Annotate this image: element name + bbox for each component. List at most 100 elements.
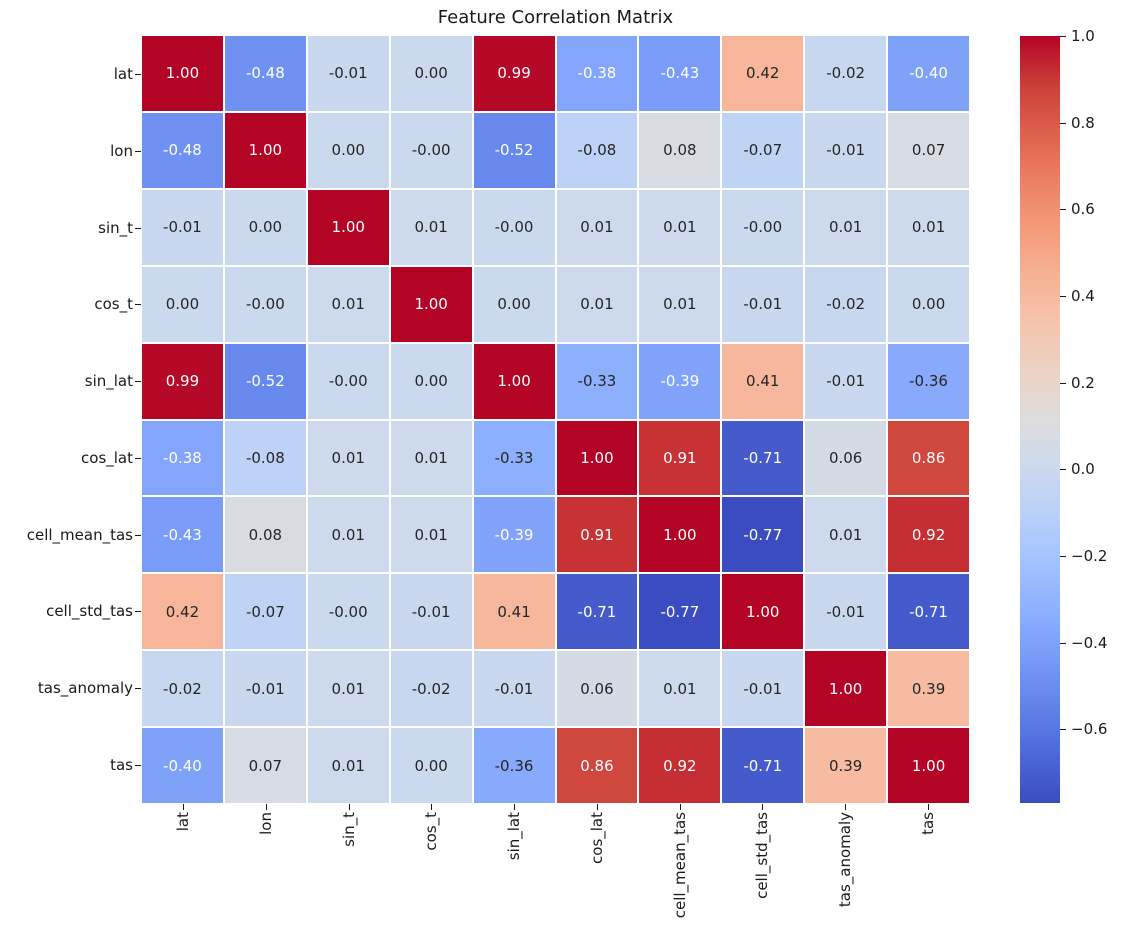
heatmap-cell: 0.91 bbox=[556, 497, 638, 573]
heatmap-cell: -0.36 bbox=[888, 343, 969, 419]
heatmap-cell: 1.00 bbox=[639, 497, 721, 573]
heatmap-cell: -0.08 bbox=[556, 112, 638, 188]
heatmap-cell: 1.00 bbox=[307, 189, 389, 265]
heatmap-cell: 0.92 bbox=[639, 728, 721, 803]
heatmap-cell: 0.91 bbox=[639, 420, 721, 496]
heatmap-cell: 0.01 bbox=[307, 266, 389, 342]
heatmap-cell: 0.08 bbox=[224, 497, 306, 573]
heatmap-cell: -0.00 bbox=[473, 189, 555, 265]
heatmap-cell: -0.39 bbox=[473, 497, 555, 573]
x-tick-label: cell_mean_tas bbox=[670, 812, 689, 919]
colorbar-tick-mark bbox=[1060, 469, 1066, 471]
x-tick-mark bbox=[514, 804, 516, 810]
colorbar-tick-mark bbox=[1060, 729, 1066, 731]
heatmap-cell: 0.00 bbox=[473, 266, 555, 342]
heatmap-cell: -0.00 bbox=[224, 266, 306, 342]
y-tick-label: cos_lat bbox=[81, 448, 133, 467]
x-tick-mark bbox=[762, 804, 764, 810]
heatmap-cell: 1.00 bbox=[142, 36, 223, 111]
heatmap-cell: 1.00 bbox=[888, 728, 969, 803]
heatmap-cell: -0.52 bbox=[473, 112, 555, 188]
heatmap-cell: -0.40 bbox=[888, 36, 969, 111]
heatmap-cell: 0.01 bbox=[805, 189, 887, 265]
colorbar-tick-mark bbox=[1060, 642, 1066, 644]
heatmap-cell: 0.01 bbox=[390, 420, 472, 496]
heatmap-cell: -0.40 bbox=[142, 728, 223, 803]
colorbar-tick-mark bbox=[1060, 36, 1066, 37]
y-tick-mark bbox=[135, 74, 141, 76]
heatmap-cell: -0.01 bbox=[805, 112, 887, 188]
x-tick-mark bbox=[679, 804, 681, 810]
heatmap-cell: -0.00 bbox=[307, 574, 389, 650]
heatmap-cell: -0.02 bbox=[805, 266, 887, 342]
heatmap-cell: 0.41 bbox=[722, 343, 804, 419]
heatmap-cell: 1.00 bbox=[224, 112, 306, 188]
heatmap-cell: 0.42 bbox=[722, 36, 804, 111]
heatmap-cell: -0.38 bbox=[556, 36, 638, 111]
x-tick-label: tas bbox=[918, 812, 937, 835]
heatmap-cell: -0.01 bbox=[805, 574, 887, 650]
heatmap-grid: 1.00 -0.48 -0.01 0.00 0.99 -0.38 -0.43 0.42 -0.0… bbox=[142, 36, 969, 803]
heatmap-cell: -0.33 bbox=[473, 420, 555, 496]
y-tick-mark bbox=[135, 611, 141, 613]
heatmap-cell: -0.08 bbox=[224, 420, 306, 496]
heatmap-cell: 0.01 bbox=[639, 189, 721, 265]
heatmap-cell: 1.00 bbox=[390, 266, 472, 342]
y-tick-mark bbox=[135, 304, 141, 306]
heatmap-cell: -0.33 bbox=[556, 343, 638, 419]
heatmap-cell: -0.02 bbox=[390, 651, 472, 727]
heatmap-cell: -0.00 bbox=[390, 112, 472, 188]
heatmap-cell: -0.01 bbox=[390, 574, 472, 650]
heatmap-cell: -0.00 bbox=[722, 189, 804, 265]
y-tick-label: tas_anomaly bbox=[37, 678, 133, 697]
x-tick-mark bbox=[348, 804, 350, 810]
heatmap-cell: 0.01 bbox=[805, 497, 887, 573]
heatmap-cell: -0.77 bbox=[722, 497, 804, 573]
heatmap-cell: 0.99 bbox=[473, 36, 555, 111]
heatmap-cell: -0.01 bbox=[805, 343, 887, 419]
colorbar-tick-label: −0.4 bbox=[1071, 633, 1108, 652]
y-tick-label: lon bbox=[110, 142, 133, 161]
y-tick-mark bbox=[135, 381, 141, 383]
heatmap-cell: 1.00 bbox=[722, 574, 804, 650]
heatmap-cell: -0.01 bbox=[722, 266, 804, 342]
colorbar-gradient bbox=[1020, 36, 1060, 803]
colorbar-tick-label: −0.6 bbox=[1071, 720, 1108, 739]
heatmap-cell: -0.43 bbox=[639, 36, 721, 111]
colorbar-tick-mark bbox=[1060, 556, 1066, 557]
heatmap-cell: 0.00 bbox=[224, 189, 306, 265]
colorbar-tick-mark bbox=[1060, 382, 1066, 384]
heatmap-cell: 0.01 bbox=[888, 189, 969, 265]
heatmap-cell: -0.52 bbox=[224, 343, 306, 419]
heatmap-cell: -0.00 bbox=[307, 343, 389, 419]
heatmap-cell: 0.39 bbox=[888, 651, 969, 727]
heatmap-cell: 0.01 bbox=[556, 266, 638, 342]
x-tick-mark bbox=[844, 804, 846, 810]
heatmap-cell: -0.43 bbox=[142, 497, 223, 573]
y-tick-label: sin_t bbox=[98, 218, 133, 237]
colorbar-tick-label: 0.4 bbox=[1071, 287, 1095, 305]
heatmap-cell: 0.00 bbox=[390, 728, 472, 803]
heatmap-cell: 0.06 bbox=[556, 651, 638, 727]
chart-title: Feature Correlation Matrix bbox=[437, 7, 674, 28]
colorbar-tick-label: 0.6 bbox=[1071, 200, 1095, 219]
heatmap-cell: 0.00 bbox=[307, 112, 389, 188]
heatmap-cell: 0.01 bbox=[307, 420, 389, 496]
heatmap-cell: -0.07 bbox=[722, 112, 804, 188]
y-tick-mark bbox=[135, 764, 141, 766]
colorbar-tick-label: 0.2 bbox=[1071, 373, 1095, 392]
colorbar-tick-label: 0.8 bbox=[1071, 113, 1095, 132]
heatmap-cell: 0.06 bbox=[805, 420, 887, 496]
colorbar-tick-label: 1.0 bbox=[1071, 27, 1095, 45]
heatmap-cell: 0.41 bbox=[473, 574, 555, 650]
colorbar-tick-mark bbox=[1060, 122, 1066, 124]
heatmap-cell: -0.36 bbox=[473, 728, 555, 803]
y-tick-label: cell_mean_tas bbox=[26, 525, 133, 544]
heatmap-cell: -0.48 bbox=[142, 112, 223, 188]
heatmap-cell: 0.86 bbox=[556, 728, 638, 803]
heatmap-cell: 0.08 bbox=[639, 112, 721, 188]
x-tick-mark bbox=[927, 804, 929, 810]
heatmap-cell: 0.42 bbox=[142, 574, 223, 650]
heatmap-cell: 1.00 bbox=[805, 651, 887, 727]
